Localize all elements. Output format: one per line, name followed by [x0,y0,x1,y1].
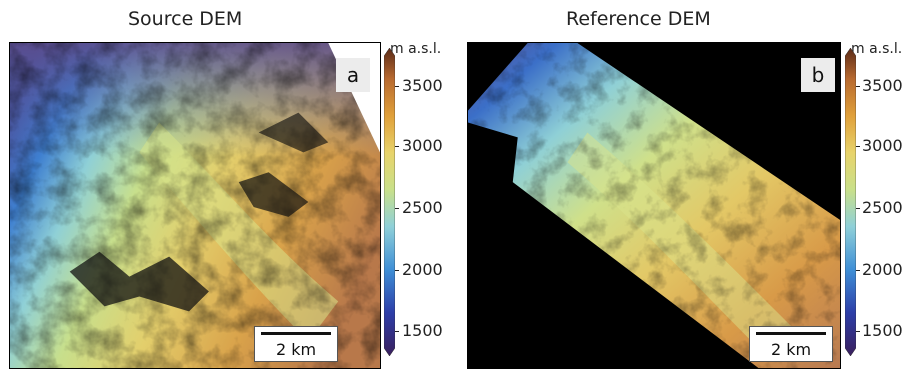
scalebar-line [261,332,331,335]
colorbar-a-gradient [383,47,396,357]
colorbar-a-tick [395,270,399,271]
colorbar-a-tick-label: 3000 [402,136,443,155]
panel-b-title: Reference DEM [566,8,711,30]
colorbar-b-tick-label: 1500 [862,321,903,340]
panel-a-scalebar: 2 km [254,326,338,362]
scalebar-line [756,332,826,335]
colorbar-b [844,47,857,357]
colorbar-b-tick-label: 2000 [862,260,903,279]
colorbar-a-tick [395,331,399,332]
panel-b-letter: b [801,58,835,92]
colorbar-b-tick [856,86,860,87]
scalebar-label: 2 km [275,340,317,359]
colorbar-b-unit: m a.s.l. [851,41,903,57]
colorbar-b-tick-label: 3500 [862,76,903,95]
colorbar-a [383,47,396,357]
panel-a-title: Source DEM [128,8,243,30]
colorbar-b-tick [856,208,860,209]
colorbar-a-tick-label: 2000 [402,260,443,279]
panel-a-terrain [10,43,380,368]
colorbar-b-tick [856,331,860,332]
colorbar-a-tick [395,208,399,209]
panel-a-letter: a [336,58,370,92]
scalebar-label: 2 km [770,340,812,359]
panel-b-terrain [468,43,840,368]
colorbar-b-gradient [844,47,857,357]
panel-b-map [467,42,841,369]
colorbar-a-tick-label: 2500 [402,198,443,217]
colorbar-b-tick [856,146,860,147]
colorbar-b-tick-label: 3000 [862,136,903,155]
colorbar-a-unit: m a.s.l. [390,41,442,57]
colorbar-a-tick-label: 1500 [402,321,443,340]
colorbar-a-tick-label: 3500 [402,76,443,95]
colorbar-a-tick [395,86,399,87]
colorbar-a-tick [395,146,399,147]
colorbar-b-tick [856,270,860,271]
colorbar-b-tick-label: 2500 [862,198,903,217]
panel-b-scalebar: 2 km [749,326,833,362]
panel-a-map [9,42,381,369]
